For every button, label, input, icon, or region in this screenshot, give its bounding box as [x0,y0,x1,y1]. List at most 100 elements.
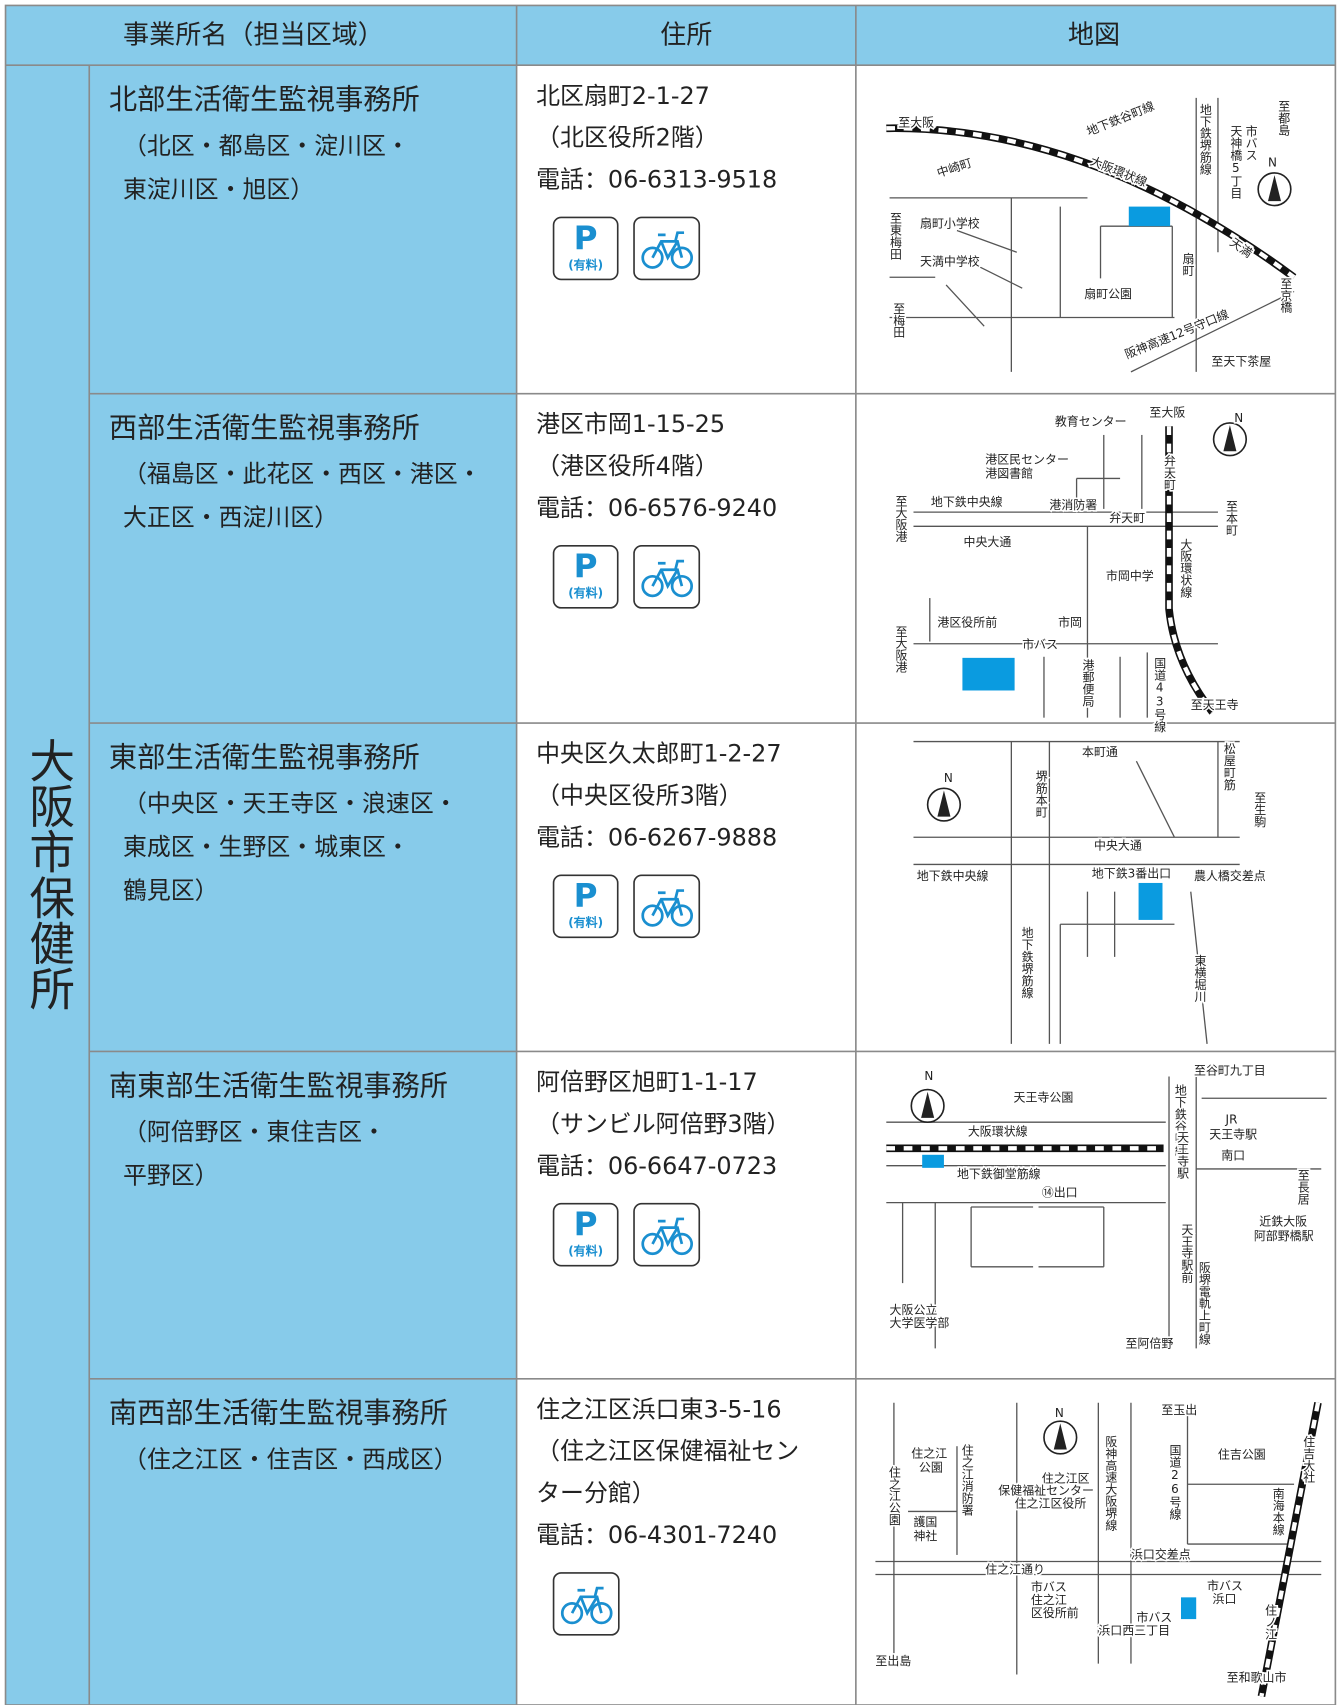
map-label: 農人橋交差点 [1194,868,1266,883]
map-compass-needle [1223,425,1237,452]
parking-letter: P [574,548,598,586]
map-label: 中央大通 [964,534,1012,549]
icon-frame [633,874,701,939]
map-label: 地下鉄堺筋線 [1020,926,1034,998]
map-label: 市バス [1207,1578,1243,1593]
wheel [670,904,694,927]
header-row [5,5,1336,66]
address-line: （中央区役所3階） [536,782,742,810]
map-label: 天神橋5丁目 [1229,125,1243,199]
office-area: （住之江区・住吉区・西成区） [123,1445,458,1473]
icon-frame [633,1202,701,1267]
map-label: 大阪環状線 [968,1123,1028,1138]
phone: 電話：06-4301-7240 [536,1521,777,1549]
map-label: 住之江区 [1042,1471,1090,1485]
map-label: N [924,1069,933,1083]
map-label: 市バス [1136,1610,1172,1625]
address-line: 住之江区浜口東3-5-16 [536,1395,781,1423]
bicycle-icon [633,216,701,281]
map-label: 天王寺公園 [1014,1091,1074,1105]
header-cell: 住所 [660,20,712,50]
map-label: 住吉大社 [1302,1435,1316,1483]
map-road [1190,891,1208,1044]
map-label: 住之江 [1031,1593,1067,1607]
parking-icon: P(有料) [552,1202,619,1267]
parking-icon: P(有料) [552,545,619,609]
wheel [590,1601,613,1625]
map-label: 港区民センター [985,452,1069,466]
office-name: 東部生活衛生監視事務所 [109,741,420,774]
map-location [1138,882,1163,920]
map-label: 至天下茶屋 [1211,354,1271,369]
map-label: 扇町公園 [1084,286,1132,301]
wheel [670,1232,694,1256]
wheel [641,904,664,927]
map-label: 天満中学校 [920,254,980,269]
wheel [641,574,664,598]
icon-frame [552,545,619,609]
map-label: 近鉄大阪 [1259,1214,1307,1229]
bicycle-frame [651,559,685,590]
map-label: 至天王寺 [1191,698,1239,712]
map-label: 地下鉄御堂筋線 [957,1166,1041,1181]
map-label: 港図書館 [985,466,1033,481]
phone: 電話：06-6267-9888 [536,823,777,851]
map-compass-needle [1053,1423,1067,1450]
map-label: 大阪環状線 [1179,538,1193,598]
map-label: 至大阪港 [894,495,908,543]
map-label: 保健福祉センター [998,1482,1094,1497]
map-compass-needle [921,1091,935,1118]
address-line: 阿倍野区旭町1-1-17 [536,1068,758,1096]
icon-frame [552,1202,619,1267]
map-label: 地下鉄中央線 [931,494,1003,509]
map-label: 天王寺駅 [1209,1128,1257,1142]
map-label: 区役所前 [1031,1605,1079,1620]
address-line: （港区役所4階） [536,452,719,480]
office-area: （福島区・此花区・西区・港区・ [123,460,482,488]
map-label: 至本町 [1224,500,1238,536]
address-line: 中央区久太郎町1-2-27 [536,740,781,768]
office-name: 北部生活衛生監視事務所 [109,83,420,116]
map-rail-dash [1259,1402,1321,1697]
map-label: 松屋町筋 [1222,742,1236,791]
map-label: 至大阪 [898,115,934,129]
map-label: 弁天町 [1163,453,1177,490]
bicycle-icon [633,1202,701,1267]
map-label: 神社 [913,1528,937,1543]
office-area: 大正区・西淀川区） [123,504,338,532]
map-label: 中央大通 [1094,837,1142,852]
address-line: （住之江区保健福祉セン [536,1437,799,1465]
map-label: 浜口 [1213,1592,1237,1606]
map-label: 至谷町九丁目 [1194,1064,1266,1078]
map-road [1135,760,1176,838]
map-label: 市バス [1031,1579,1067,1594]
phone: 電話：06-6576-9240 [536,494,777,522]
map-label: 扇町 [1181,251,1195,276]
wheel [641,1232,664,1256]
map-road [978,265,1023,289]
map-label: 本町通 [1082,745,1118,759]
map-label: 至長居 [1296,1169,1310,1205]
office-area: （北区・都島区・淀川区・ [123,132,410,160]
bicycle-frame [651,231,685,261]
icon-frame [552,216,619,281]
map-label: 堺筋本町 [1034,769,1048,817]
map-road [945,284,985,327]
office-area: 東淀川区・旭区） [123,175,314,203]
map-label: 地下鉄堺筋線 [1198,103,1212,175]
parking-letter: P [574,1206,598,1244]
map-label: 天王寺駅 [1176,1131,1190,1179]
bicycle-icon [633,874,701,939]
map-label: N [1268,156,1277,170]
map-label: 至梅田 [892,302,906,338]
map-compass-needle [937,790,951,817]
map-label: 阿部野橋駅 [1254,1228,1314,1243]
map-label: 市バス [1022,636,1058,651]
map-rail-dash [1166,426,1215,714]
office-name: 南西部生活衛生監視事務所 [109,1397,448,1430]
map-label: 大阪公立 [890,1302,938,1317]
